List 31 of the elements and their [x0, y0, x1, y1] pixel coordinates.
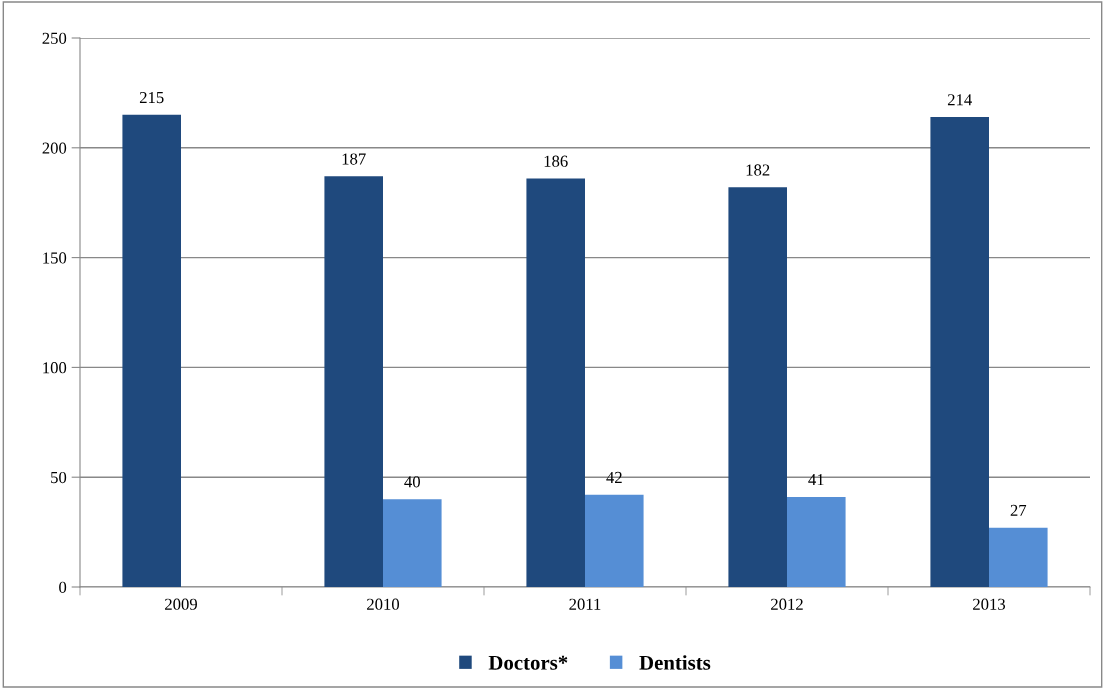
data-label: 27: [1010, 504, 1027, 516]
data-label: 215: [139, 91, 164, 104]
x-tick-label: 2009: [165, 598, 197, 610]
y-tick-label: 0: [59, 581, 67, 593]
bar: [585, 494, 644, 587]
x-tick-label: 2012: [771, 598, 803, 610]
bar: [526, 178, 585, 587]
bar: [122, 114, 181, 587]
data-label: 41: [808, 474, 824, 486]
data-label: 186: [544, 155, 568, 167]
data-label: 42: [606, 471, 622, 483]
x-tick-label: 2011: [569, 598, 601, 610]
y-tick-label: 100: [43, 362, 67, 374]
data-label: 187: [342, 153, 366, 165]
bar: [728, 187, 787, 587]
bar: [930, 117, 989, 587]
y-tick-label: 250: [42, 32, 67, 44]
legend-label: Dentists: [639, 655, 711, 670]
bar: [383, 499, 442, 587]
legend-label: Doctors*: [488, 655, 568, 670]
bar: [989, 527, 1048, 587]
data-label: 182: [746, 164, 770, 176]
data-label: 40: [404, 476, 420, 488]
y-tick-label: 150: [43, 252, 67, 264]
y-tick-label: 50: [51, 471, 67, 484]
x-tick-label: 2013: [973, 598, 1006, 610]
y-tick-label: 200: [42, 142, 67, 154]
bar: [787, 496, 846, 587]
data-label: 214: [947, 94, 972, 106]
x-tick-label: 2010: [367, 598, 400, 610]
bar: [324, 176, 383, 587]
